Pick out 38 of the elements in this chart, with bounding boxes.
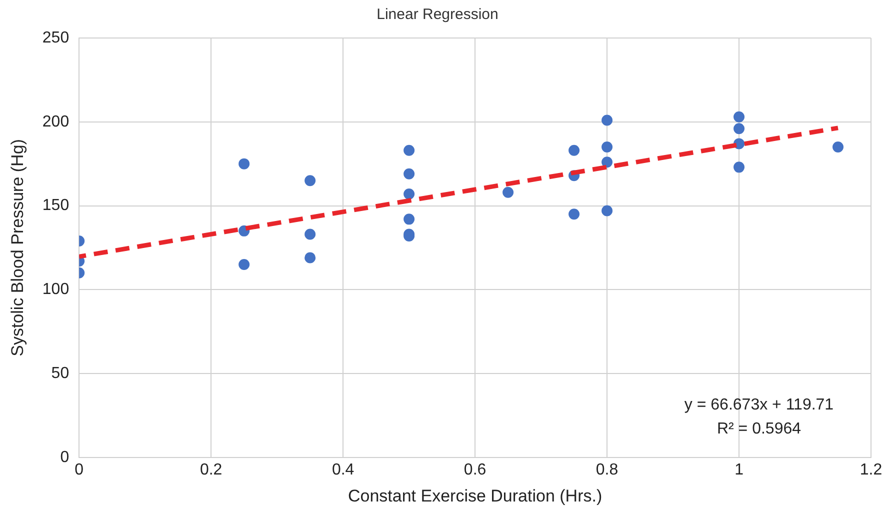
point (502, 186, 514, 198)
point (734, 123, 745, 134)
point (568, 144, 580, 156)
y-axis-title: Systolic Blood Pressure (Hg) (8, 139, 27, 356)
y-tick-label: 100 (42, 281, 70, 298)
point (602, 156, 613, 168)
point (304, 228, 316, 240)
point (404, 214, 415, 225)
x-axis-title: Constant Exercise Duration (Hrs.) (348, 486, 602, 506)
y-tick-label: 250 (42, 29, 70, 46)
point (734, 111, 745, 122)
y-tick-label: 200 (42, 113, 70, 130)
point (404, 144, 415, 156)
x-tick-label: 0.6 (464, 461, 486, 478)
annotation: y = 66.673x + 119.71 (684, 396, 834, 414)
y-tick-label: 0 (60, 448, 70, 466)
point (602, 205, 613, 216)
chart-title: Linear Regression (376, 6, 498, 24)
point (568, 208, 580, 220)
y-tick-label: 50 (51, 364, 70, 382)
point (404, 188, 415, 200)
x-tick-label: 0 (74, 461, 84, 478)
point (238, 158, 250, 170)
point (404, 168, 415, 180)
point (734, 162, 745, 173)
x-tick-label: 0.4 (332, 461, 354, 478)
point (602, 114, 613, 126)
x-tick-label: 0.2 (200, 461, 222, 478)
x-tick-label: 1 (734, 461, 744, 478)
y-tick-label: 150 (42, 197, 70, 214)
x-tick-label: 1.2 (860, 461, 882, 478)
x-tick-label: 0.8 (596, 461, 618, 478)
point (304, 175, 316, 186)
point (832, 142, 844, 153)
point (238, 258, 250, 270)
point (602, 142, 613, 153)
annotation: R² = 0.5964 (716, 420, 802, 438)
point (304, 252, 316, 264)
